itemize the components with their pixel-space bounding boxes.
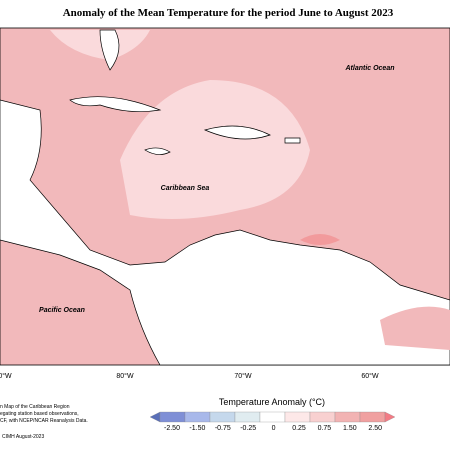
puerto-rico	[284, 137, 301, 144]
footnote: egating station based observations,	[0, 411, 79, 417]
longitude-label: 70°W	[234, 372, 252, 380]
legend-title: Temperature Anomaly (°C)	[219, 397, 325, 407]
colorbar-tick-label: 0	[272, 425, 276, 432]
ocean-label: Atlantic Ocean	[344, 65, 394, 72]
colorbar-tick-label: -0.75	[215, 425, 231, 432]
colorbar-tick-label: 2.50	[368, 425, 382, 432]
colorbar-tick-label: 0.25	[292, 425, 306, 432]
title: Anomaly of the Mean Temperature for the …	[63, 7, 394, 19]
longitude-label: 80°W	[116, 372, 134, 380]
footnote: n Map of the Caribbean Region	[0, 404, 70, 410]
longitude-label: 60°W	[361, 372, 379, 380]
colorbar-tick-label: -2.50	[164, 425, 180, 432]
colorbar-tick-label: -0.25	[240, 425, 256, 432]
jamaica	[144, 147, 171, 155]
cuba	[69, 96, 162, 112]
colorbar-ticks: -2.50 -1.50 -0.75 -0.25 0 0.25 0.75 1.50 2.50	[164, 425, 382, 432]
longitude-label: 0°W	[0, 372, 12, 380]
land	[99, 29, 120, 71]
colorbar	[149, 411, 396, 423]
colorbar-tick-label: 0.75	[318, 425, 332, 432]
anomaly-zone	[50, 30, 150, 60]
hispaniola	[203, 125, 271, 140]
ocean-label: Caribbean Sea	[161, 185, 210, 192]
credit: CIMH August-2023	[2, 434, 44, 440]
anomaly-zone	[120, 80, 310, 219]
anomaly-zone	[380, 306, 450, 350]
footnote: CF, with NCEP/NCAR Reanalysis Data.	[0, 418, 88, 424]
land	[0, 99, 450, 366]
colorbar-tick-label: 1.50	[343, 425, 357, 432]
map: Atlantic Ocean Caribbean Sea Pacific Oce…	[0, 27, 450, 366]
anomaly-zone	[300, 234, 340, 245]
colorbar-tick-label: -1.50	[189, 425, 205, 432]
ocean-label: Pacific Ocean	[39, 307, 85, 314]
